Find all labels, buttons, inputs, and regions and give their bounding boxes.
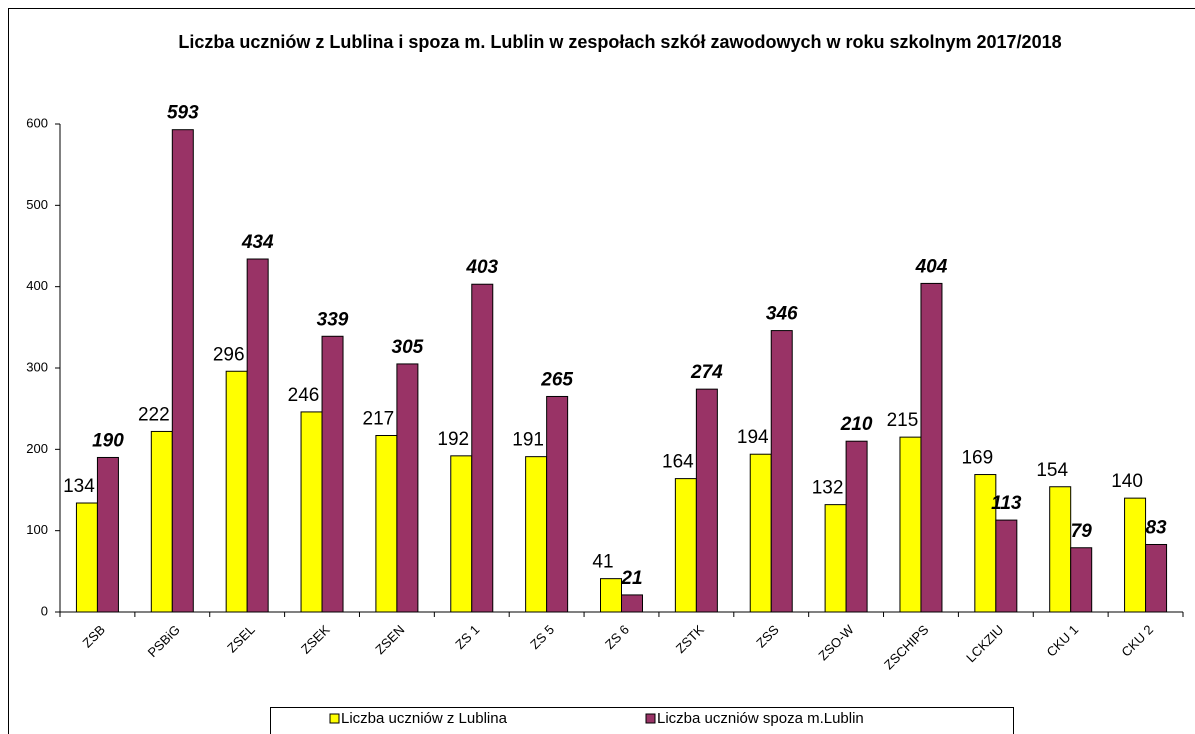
data-label: 194 [737,427,769,448]
bar [150,430,173,613]
bar [396,363,419,613]
bar [1049,486,1072,613]
x-tick-label: ZSS [753,622,782,651]
data-label: 215 [887,410,919,431]
bar [749,453,772,613]
data-label: 21 [620,568,642,589]
data-label: 113 [991,493,1022,514]
bar [375,435,398,613]
data-label: 192 [437,429,469,450]
x-tick-label: ZS 5 [527,622,557,652]
bar [96,456,119,613]
data-label: 296 [213,344,245,365]
bar [246,258,269,613]
x-tick-label: ZSEL [224,622,258,656]
x-tick-label: PSBiG [145,622,183,660]
data-label: 217 [363,409,395,430]
legend-swatch [329,713,340,724]
data-label: 169 [961,448,993,469]
x-tick-label: CKU 1 [1044,622,1082,660]
x-tick-label: ZSCHIPS [881,622,932,673]
bar [1124,497,1147,613]
data-label: 265 [540,369,573,390]
data-label: 305 [392,337,424,358]
data-label: 140 [1111,471,1143,492]
bar [525,456,548,613]
data-label: 164 [662,452,694,473]
legend-box [270,707,1014,734]
data-label: 41 [592,552,613,573]
x-tick-label: CKU 2 [1118,622,1156,660]
data-label: 154 [1036,460,1068,481]
bar [1145,543,1168,613]
chart-frame [8,8,1195,734]
bar [546,395,569,613]
legend-swatch [645,713,656,724]
data-label: 79 [1071,521,1093,542]
data-label: 190 [92,430,124,451]
bar [995,519,1018,613]
data-label: 434 [241,232,274,253]
data-label: 191 [512,430,544,451]
bar [674,478,697,613]
y-tick-label: 0 [41,603,48,618]
x-tick-label: ZSEN [372,622,407,657]
bar [920,282,943,613]
data-label: 274 [690,362,723,383]
x-tick-label: ZSEK [298,622,333,657]
data-label: 83 [1145,518,1167,539]
bar [770,330,793,613]
bar [300,411,323,613]
data-label: 346 [766,304,798,325]
bar [321,335,344,613]
x-tick-label: LCKZIU [963,622,1006,665]
bar [171,129,194,613]
x-tick-label: ZSTK [673,622,707,656]
y-tick-label: 200 [26,441,48,456]
bar [845,440,868,613]
bar [899,436,922,613]
bar [471,283,494,613]
y-tick-label: 100 [26,522,48,537]
legend-label: Liczba uczniów spoza m.Lublin [657,710,864,727]
x-tick-label: ZS 1 [452,622,482,652]
data-label: 222 [138,404,170,425]
bar [75,502,98,613]
bar [600,578,622,613]
legend-label: Liczba uczniów z Lublina [341,710,508,727]
data-label: 404 [915,256,948,277]
y-tick-label: 300 [26,359,48,374]
x-tick-label: ZS 6 [602,622,632,652]
y-tick-label: 500 [26,197,48,212]
bar [621,594,643,613]
chart-title: Liczba uczniów z Lublina i spoza m. Lubl… [178,32,1062,52]
data-label: 403 [465,257,498,278]
data-label: 339 [317,309,349,330]
bar [225,370,248,613]
x-tick-label: ZSB [79,622,107,650]
bar [1070,547,1093,613]
x-tick-label: ZSO-W [815,621,857,663]
y-tick-label: 400 [26,278,48,293]
data-label: 593 [167,103,199,124]
data-label: 210 [840,414,873,435]
y-tick-label: 600 [26,115,48,130]
bar [824,504,847,613]
data-label: 132 [812,478,844,499]
data-label: 246 [288,385,320,406]
bar [450,455,473,613]
data-label: 134 [63,476,95,497]
bar [695,388,718,613]
